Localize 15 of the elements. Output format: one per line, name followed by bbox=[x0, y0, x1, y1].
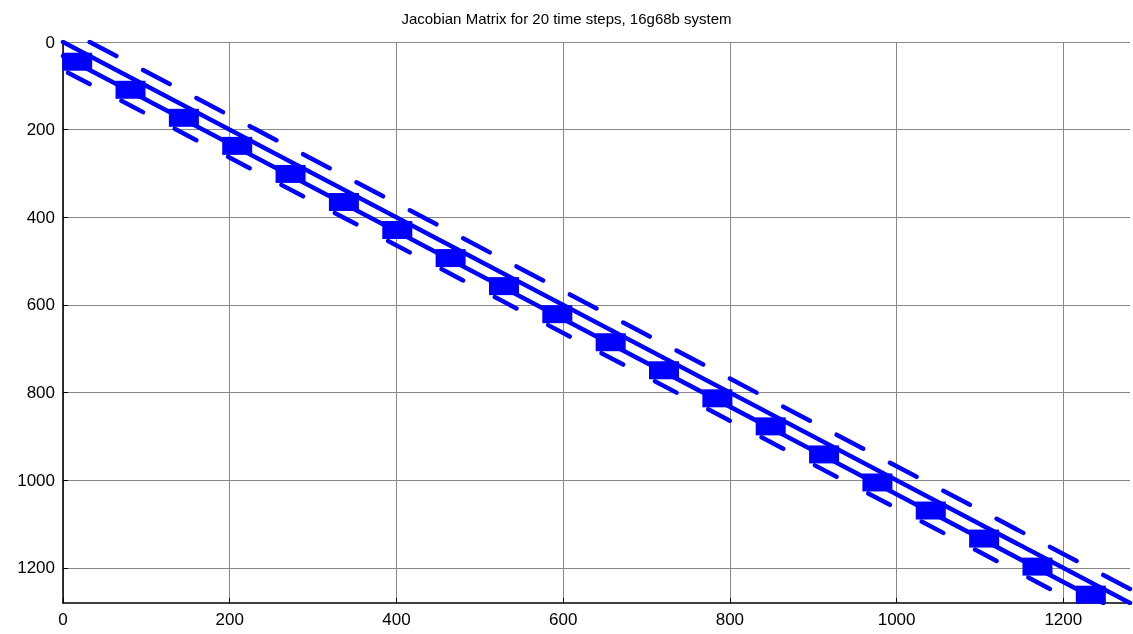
x-tick-label: 800 bbox=[715, 610, 745, 629]
y-tick-label: 1000 bbox=[17, 470, 55, 490]
x-tick-label: 400 bbox=[382, 610, 411, 629]
x-tick-label: 200 bbox=[215, 610, 244, 629]
y-tick-label: 1200 bbox=[17, 558, 55, 578]
y-tick-label: 800 bbox=[26, 383, 55, 403]
x-tick-label: 1200 bbox=[1044, 610, 1083, 629]
y-tick-label: 0 bbox=[45, 32, 55, 52]
y-tick-label: 400 bbox=[26, 207, 55, 227]
x-tick-label: 1000 bbox=[877, 610, 916, 629]
y-tick-label: 200 bbox=[26, 120, 55, 140]
chart-title: Jacobian Matrix for 20 time steps, 16g68b system bbox=[401, 10, 732, 27]
x-tick-label: 0 bbox=[58, 610, 68, 629]
x-tick-label: 600 bbox=[548, 610, 578, 629]
y-tick-label: 600 bbox=[26, 295, 55, 315]
